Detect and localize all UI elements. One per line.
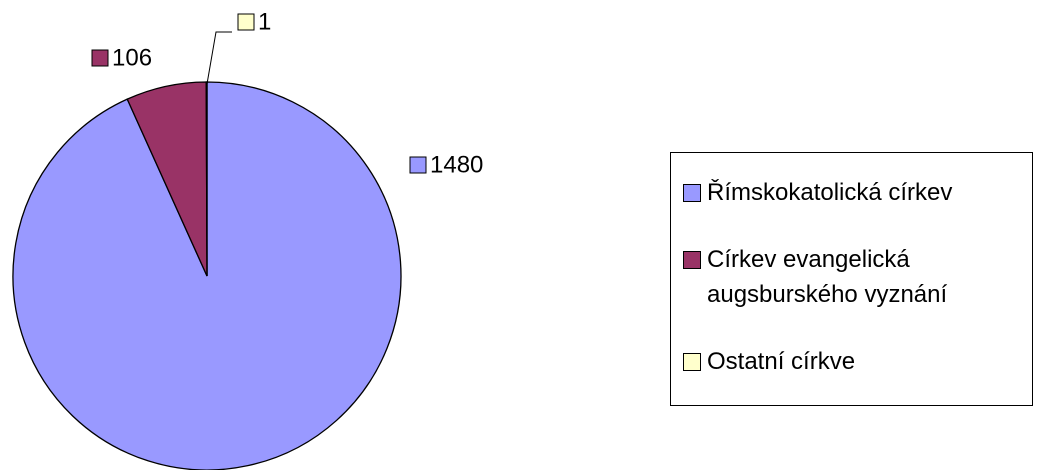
legend-swatch — [683, 251, 701, 269]
legend-label: Římskokatolická církev — [707, 179, 953, 206]
legend-label: Ostatní církve — [707, 348, 856, 375]
pie-slice — [12, 81, 402, 470]
label-swatch — [237, 13, 255, 31]
label-swatch — [91, 49, 109, 67]
leader-line — [206, 31, 232, 85]
legend-entry: Římskokatolická církev — [683, 175, 1028, 210]
legend-label: Církev evangelická augsburského vyznání — [707, 246, 948, 308]
data-label: 1480 — [430, 151, 483, 178]
legend-swatch — [683, 184, 701, 202]
legend-swatch — [683, 353, 701, 371]
pie-slice — [205, 81, 208, 277]
legend: Římskokatolická církev Církev evangelická… — [670, 152, 1033, 406]
label-swatch — [409, 156, 427, 174]
data-label: 1 — [258, 8, 271, 35]
legend-entry: Církev evangelická augsburského vyznání — [683, 242, 1028, 312]
legend-entry: Ostatní církve — [683, 344, 1028, 379]
data-label: 106 — [112, 44, 152, 71]
